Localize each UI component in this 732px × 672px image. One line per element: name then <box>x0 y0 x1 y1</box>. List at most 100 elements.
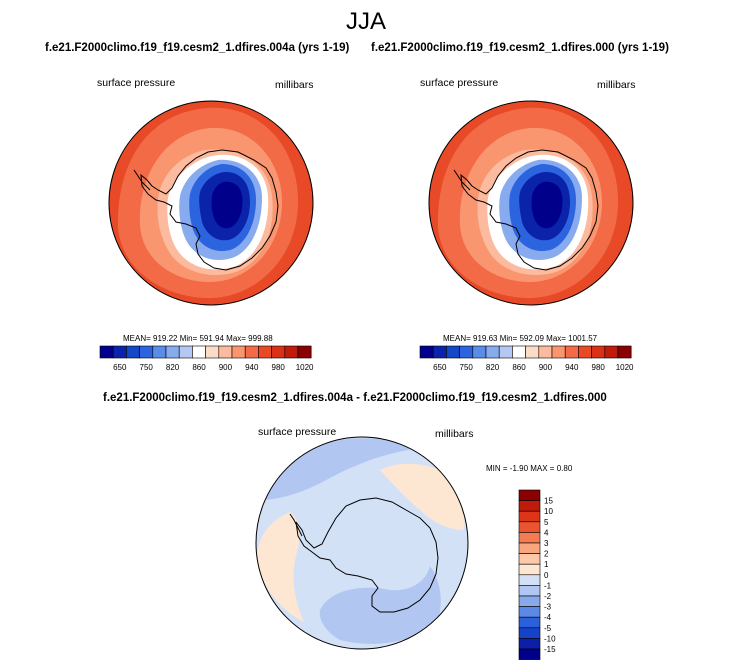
panel3-colorbar-box <box>518 521 541 533</box>
panel3-colorbar-tick-label: -5 <box>544 624 552 633</box>
panel3-colorbar-tick-label: 10 <box>544 507 553 516</box>
panel1-map <box>109 101 313 305</box>
page-title: JJA <box>345 8 386 35</box>
panel2-left-label: surface pressure <box>420 77 499 89</box>
panel1-ice-core <box>211 181 243 229</box>
panel2-colorbar-tick-label: 940 <box>565 363 579 372</box>
panel2-colorbar-box <box>578 345 592 359</box>
panel2-colorbar-box <box>472 345 487 359</box>
panel2-colorbar-box <box>617 345 632 359</box>
panel1-colorbar-box <box>139 345 154 359</box>
panel1-colorbar-tick-label: 900 <box>219 363 233 372</box>
panel3-colorbar-box <box>518 627 541 639</box>
panel2-colorbar-box <box>564 345 579 359</box>
panel3-colorbar-box <box>518 606 541 618</box>
panel2-colorbar: 650 750 820 860 900 940 980 1020 <box>419 345 634 372</box>
panel3-colorbar-box <box>518 638 541 650</box>
panel1-coastline <box>140 149 279 271</box>
panel2-colorbar-box <box>591 345 606 359</box>
panel1-colorbar-box <box>126 345 140 359</box>
panel2-colorbar-tick-label: 900 <box>539 363 553 372</box>
panel3-stats: MIN = -1.90 MAX = 0.80 <box>486 464 573 473</box>
panel2-colorbar-tick-label: 650 <box>433 363 447 372</box>
panel2-map-border <box>428 100 634 306</box>
panel1-left-label: surface pressure <box>97 77 176 89</box>
panel2-colorbar-box <box>485 345 500 359</box>
panel2-colorbar-box <box>604 345 619 359</box>
panel3-colorbar-tick-label: -4 <box>544 613 552 622</box>
panel3-colorbar-tick-label: 3 <box>544 539 549 548</box>
panel3-colorbar-box <box>518 489 541 501</box>
panel3-blue-arc-top <box>260 438 420 500</box>
panel1-map-border <box>108 100 314 306</box>
panel3-positive-right <box>380 463 465 530</box>
panel2-colorbar-box <box>498 345 513 359</box>
panel3-colorbar-tick-label: 0 <box>544 571 549 580</box>
panel1-colorbar: 650 750 820 860 900 940 980 1020 <box>99 345 314 372</box>
panel2-stats: MEAN= 919.63 Min= 592.09 Max= 1001.57 <box>443 334 598 343</box>
panel3-colorbar-box <box>518 648 541 660</box>
panel2-colorbar-tick-label: 820 <box>486 363 500 372</box>
panel1-colorbar-tick-label: 820 <box>166 363 180 372</box>
panel1-colorbar-box <box>178 345 193 359</box>
panel1-stats: MEAN= 919.22 Min= 591.94 Max= 999.88 <box>123 334 273 343</box>
panel2-title: f.e21.F2000climo.f19_f19.cesm2_1.dfires.… <box>371 42 669 54</box>
panel3-colorbar-box <box>518 532 541 544</box>
panel1-colorbar-box <box>218 345 233 359</box>
panel1-colorbar-tick-label: 940 <box>245 363 259 372</box>
panel2-colorbar-box <box>419 345 434 359</box>
panel1-peninsula <box>133 169 151 191</box>
panel1-colorbar-box <box>284 345 299 359</box>
panel1-colorbar-box <box>258 345 272 359</box>
panel2-ice-core <box>531 181 563 229</box>
panel2-peninsula <box>453 169 471 191</box>
panel1-right-label: millibars <box>275 79 314 91</box>
panel2-colorbar-box <box>512 345 526 359</box>
panel1-colorbar-tick-label: 1020 <box>296 363 314 372</box>
panel3-map <box>256 437 468 649</box>
panel3-colorbar-tick-label: 5 <box>544 518 549 527</box>
panel2-colorbar-box <box>551 345 566 359</box>
panel2-colorbar-box <box>525 345 540 359</box>
panel3-colorbar-tick-label: 2 <box>544 550 549 559</box>
panel3-left-label: surface pressure <box>258 426 337 438</box>
panel3-map-border <box>255 436 469 650</box>
panel2-colorbar-tick-label: 750 <box>460 363 474 372</box>
panel2-colorbar-tick-label: 860 <box>512 363 526 372</box>
panel1-colorbar-box <box>271 345 286 359</box>
panel1-colorbar-box <box>205 345 220 359</box>
panel1-title: f.e21.F2000climo.f19_f19.cesm2_1.dfires.… <box>45 42 350 54</box>
panel3-positive-left <box>256 512 304 622</box>
panel1-colorbar-tick-label: 750 <box>140 363 154 372</box>
panel2-map <box>429 101 633 305</box>
panel3-colorbar-tick-label: -1 <box>544 581 552 590</box>
panel1-colorbar-box <box>165 345 180 359</box>
panel3-colorbar-tick-label: -3 <box>544 603 552 612</box>
panel1-colorbar-tick-label: 860 <box>192 363 206 372</box>
panel1-colorbar-tick-label: 650 <box>113 363 127 372</box>
panel3-colorbar-box <box>518 616 541 629</box>
panel2-colorbar-box <box>432 345 447 359</box>
panel3-colorbar-box <box>518 563 541 576</box>
panel3-colorbar-tick-label: 15 <box>544 497 553 506</box>
panel3-right-label: millibars <box>435 428 474 440</box>
panel3-colorbar-box <box>518 500 541 512</box>
panel3-colorbar-box <box>518 542 541 554</box>
panel2-colorbar-box <box>459 345 474 359</box>
panel1-colorbar-box <box>112 345 127 359</box>
panel1-colorbar-box <box>152 345 167 359</box>
panel2-coastline <box>460 149 599 271</box>
diff-title: f.e21.F2000climo.f19_f19.cesm2_1.dfires.… <box>103 392 607 404</box>
panel3-negative-bottom <box>319 566 441 644</box>
panel1-colorbar-box <box>297 345 312 359</box>
panel2-colorbar-tick-label: 980 <box>592 363 606 372</box>
panel3-peninsula <box>289 513 303 537</box>
panel3-colorbar-box <box>518 574 541 586</box>
panel1-colorbar-box <box>231 345 246 359</box>
panel3-colorbar-box <box>518 510 541 523</box>
panel3-colorbar-box <box>518 553 541 565</box>
panel1-colorbar-tick-label: 980 <box>272 363 286 372</box>
panel3-colorbar-tick-label: -2 <box>544 592 552 601</box>
panel3-colorbar-tick-label: 4 <box>544 528 549 537</box>
